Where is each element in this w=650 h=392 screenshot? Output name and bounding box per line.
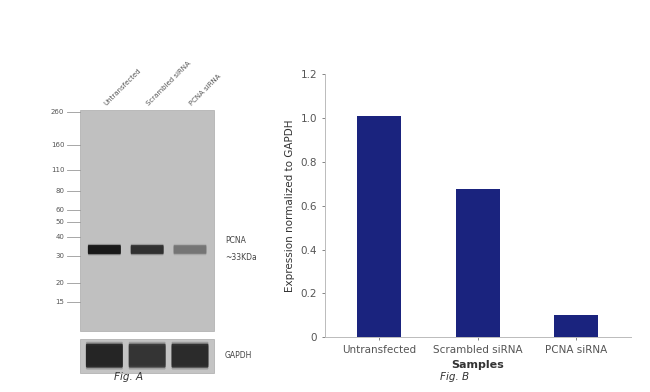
FancyBboxPatch shape — [86, 344, 123, 368]
Text: Fig. B: Fig. B — [441, 372, 469, 382]
FancyBboxPatch shape — [131, 246, 164, 255]
FancyBboxPatch shape — [88, 246, 121, 255]
FancyBboxPatch shape — [131, 245, 164, 254]
Bar — [81, 339, 214, 373]
Text: 20: 20 — [55, 280, 64, 286]
FancyBboxPatch shape — [172, 342, 209, 366]
Text: 60: 60 — [55, 207, 64, 213]
Bar — [554, 315, 599, 337]
Text: 110: 110 — [51, 167, 64, 172]
FancyBboxPatch shape — [88, 244, 121, 253]
Text: 80: 80 — [55, 188, 64, 194]
Text: 160: 160 — [51, 142, 64, 147]
X-axis label: Samples: Samples — [451, 360, 504, 370]
FancyBboxPatch shape — [88, 245, 121, 254]
FancyBboxPatch shape — [174, 246, 207, 255]
Text: 50: 50 — [55, 219, 64, 225]
Text: PCNA siRNA: PCNA siRNA — [188, 73, 222, 107]
Bar — [456, 189, 500, 337]
Bar — [81, 111, 214, 331]
FancyBboxPatch shape — [172, 344, 209, 368]
Text: GAPDH: GAPDH — [225, 351, 252, 360]
Text: 40: 40 — [55, 234, 64, 240]
Text: Fig. A: Fig. A — [114, 372, 143, 382]
Bar — [357, 116, 402, 337]
Y-axis label: Expression normalized to GAPDH: Expression normalized to GAPDH — [285, 120, 295, 292]
Text: 260: 260 — [51, 109, 64, 115]
FancyBboxPatch shape — [86, 346, 123, 370]
FancyBboxPatch shape — [131, 244, 164, 253]
FancyBboxPatch shape — [129, 342, 166, 366]
Text: Untransfected: Untransfected — [103, 67, 142, 107]
FancyBboxPatch shape — [86, 342, 123, 366]
FancyBboxPatch shape — [174, 245, 207, 254]
Text: Scrambled siRNA: Scrambled siRNA — [146, 60, 192, 107]
FancyBboxPatch shape — [129, 346, 166, 370]
FancyBboxPatch shape — [129, 344, 166, 368]
Text: 15: 15 — [55, 299, 64, 305]
Text: ~33KDa: ~33KDa — [225, 253, 257, 261]
FancyBboxPatch shape — [172, 346, 209, 370]
Text: PCNA: PCNA — [225, 236, 246, 245]
Text: 30: 30 — [55, 253, 64, 259]
FancyBboxPatch shape — [174, 244, 207, 253]
